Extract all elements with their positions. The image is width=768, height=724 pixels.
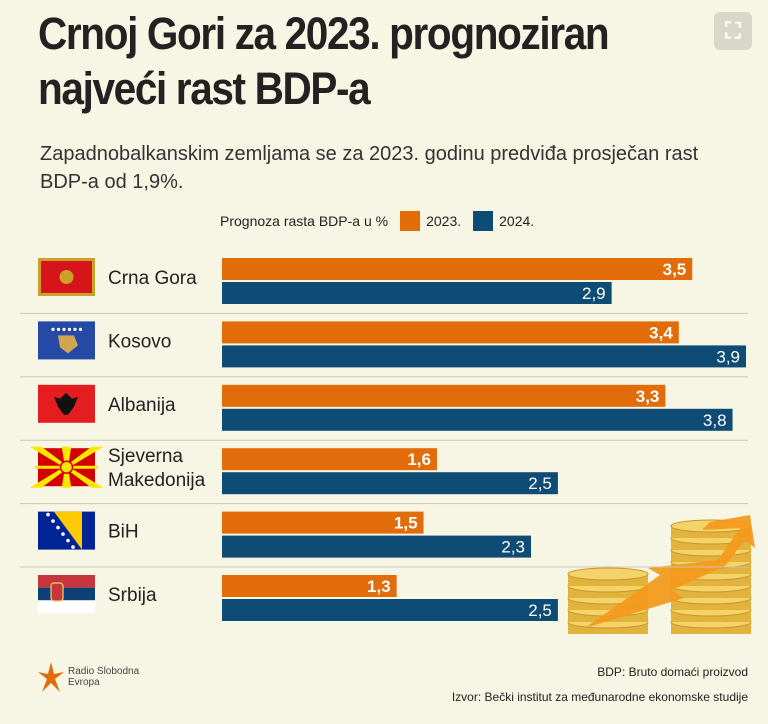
expand-icon[interactable]: ⛶ [714,12,752,50]
bar-2024 [222,535,532,558]
flag-star [62,327,66,331]
bar-2024 [222,599,558,621]
flag-star [67,327,72,331]
data-label: 3,5 [663,260,687,279]
flag-map [58,335,78,354]
data-label: 3,3 [636,387,660,406]
bar-2024 [222,472,558,495]
flag-star [46,512,50,517]
legend-swatch-2023 [400,211,421,231]
data-label: 1,5 [394,514,418,533]
data-label: 3,4 [649,323,673,342]
flag-star [73,327,77,331]
flag-ray [61,466,72,488]
rse-logo-icon [38,662,64,692]
north-macedonia-flag-icon [29,446,104,488]
legend: Prognoza rasta BDP-a u % 2023. 2024. [220,210,534,232]
category-label: BiH [108,522,139,543]
data-label: 1,3 [367,577,391,596]
coins-arrow-illustration [567,515,755,634]
flag-star [56,525,60,530]
data-label: 3,9 [716,347,740,366]
data-label: 2,9 [582,284,606,303]
flag-ray [65,465,104,488]
category-label: Makedonija [108,470,206,491]
serbia-flag-icon [38,575,95,613]
flag-star [71,545,75,549]
chart-subtitle: Zapadnobalkanskim zemljama se za 2023. g… [40,143,699,193]
flag-triangle [54,511,82,550]
bar-2023 [222,384,666,407]
legend-swatch-2024 [473,211,494,231]
flag-star [66,538,70,543]
flag-stripe-blue [38,587,95,601]
flag-star [51,327,55,331]
category-label: Srbija [108,585,157,606]
data-label: 2,5 [528,474,552,493]
category-label: Kosovo [108,331,171,352]
bar-2024 [222,408,733,431]
flag-eagle [54,392,78,415]
montenegro-flag-icon [38,258,95,296]
albania-flag-icon [38,384,95,423]
kosovo-flag-icon [38,321,95,360]
footnote-bdp: BDP: Bruto domaći proizvod [597,665,748,679]
flag-stripe-red [38,575,95,588]
category-label: Albanija [108,395,176,416]
footnote-source: Izvor: Bečki institut za međunarodne eko… [451,690,748,704]
flag-star [78,327,83,331]
flag-sun [59,460,74,474]
coin-top [567,567,649,581]
bar-2023 [222,511,424,534]
bosnia-flag-icon [38,511,95,550]
legend-label: Prognoza rasta BDP-a u % [220,213,389,229]
logo-line-2: Evropa [68,677,100,688]
bar-2023 [222,448,437,471]
flag-ray [29,446,68,469]
flag-emblem [59,270,74,284]
flag-ray [61,446,72,468]
data-label: 1,6 [407,450,431,469]
flag-ray [65,446,104,469]
data-label: 2,3 [501,538,525,557]
flag-star [56,327,61,331]
chart-title: Crnoj Gori za 2023. prognoziran najveći … [38,6,659,116]
bar-2023 [222,321,679,344]
flag-star [51,519,55,523]
flag-coat-of-arms [50,582,64,602]
data-label: 2,5 [528,601,552,620]
category-label: Crna Gora [108,268,197,289]
bar-2023 [222,258,693,280]
growth-arrow-icon [585,515,755,628]
title-line-1: Crnoj Gori za 2023. prognoziran [38,8,610,59]
bar-2024 [222,282,612,304]
logo-line-1: Radio Slobodna [68,666,140,677]
title-line-2: najveći rast BDP-a [38,63,371,114]
data-label: 3,8 [703,411,727,430]
legend-item-2023: 2023. [426,213,462,229]
flag-star [61,532,65,536]
category-label: Sjeverna [108,446,183,467]
logo: Radio Slobodna Evropa [38,660,139,694]
flag-ray [29,465,68,488]
flag-stripe-white [38,600,95,613]
bar-2024 [222,345,746,368]
bar-2023 [222,575,397,597]
legend-item-2024: 2024. [499,213,535,229]
